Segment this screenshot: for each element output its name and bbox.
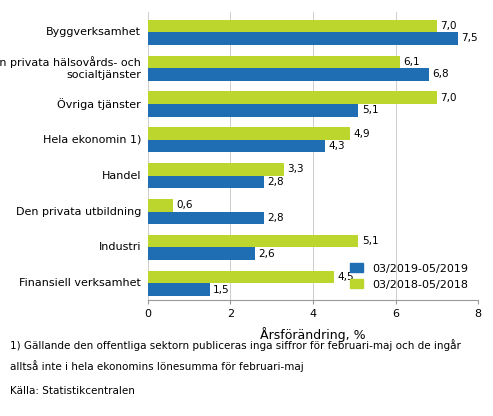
Text: 7,5: 7,5 (461, 34, 478, 44)
Bar (148, 163, 284, 176)
Text: 0,6: 0,6 (176, 201, 192, 210)
Bar (148, 20, 437, 32)
Text: 5,1: 5,1 (362, 236, 379, 246)
Bar (148, 176, 263, 188)
Bar (148, 55, 400, 68)
Bar (148, 283, 210, 296)
Bar (148, 199, 173, 212)
Text: 2,6: 2,6 (258, 249, 275, 259)
Bar (148, 32, 458, 45)
Text: 2,8: 2,8 (267, 177, 283, 187)
Text: 6,8: 6,8 (432, 69, 449, 79)
Text: alltså inte i hela ekonomins lönesumma för februari-maj: alltså inte i hela ekonomins lönesumma f… (10, 360, 304, 372)
Text: 6,1: 6,1 (403, 57, 420, 67)
Text: 1) Gällande den offentliga sektorn publiceras inga siffror för februari-maj och : 1) Gällande den offentliga sektorn publi… (10, 339, 461, 351)
Bar (148, 127, 350, 140)
Bar (148, 68, 428, 81)
Bar (148, 140, 325, 152)
Text: 4,9: 4,9 (353, 129, 370, 139)
Text: 2,8: 2,8 (267, 213, 283, 223)
Bar (148, 235, 358, 248)
Bar (148, 104, 358, 116)
Bar (148, 212, 263, 224)
Legend: 03/2019-05/2019, 03/2018-05/2018: 03/2019-05/2019, 03/2018-05/2018 (346, 259, 473, 294)
X-axis label: Årsförändring, %: Årsförändring, % (260, 327, 366, 342)
Text: 4,5: 4,5 (337, 272, 353, 282)
Text: 1,5: 1,5 (213, 285, 230, 295)
Bar (148, 92, 437, 104)
Text: 3,3: 3,3 (287, 164, 304, 174)
Text: 7,0: 7,0 (440, 21, 457, 31)
Bar (148, 271, 334, 283)
Text: 5,1: 5,1 (362, 105, 379, 115)
Text: 4,3: 4,3 (329, 141, 346, 151)
Text: 7,0: 7,0 (440, 93, 457, 103)
Bar (148, 248, 255, 260)
Text: Källa: Statistikcentralen: Källa: Statistikcentralen (10, 386, 135, 396)
